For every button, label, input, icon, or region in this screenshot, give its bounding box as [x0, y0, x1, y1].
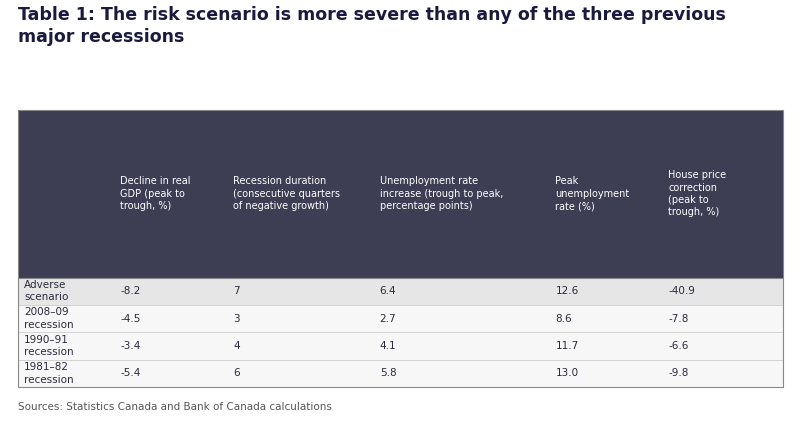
- Text: -40.9: -40.9: [669, 286, 695, 296]
- Text: Table 1: The risk scenario is more severe than any of the three previous
major r: Table 1: The risk scenario is more sever…: [18, 6, 726, 46]
- Text: 1990–91
recession: 1990–91 recession: [24, 335, 74, 357]
- Text: House price
correction
(peak to
trough, %): House price correction (peak to trough, …: [669, 170, 727, 217]
- Text: Decline in real
GDP (peak to
trough, %): Decline in real GDP (peak to trough, %): [120, 176, 191, 211]
- Text: Adverse
scenario: Adverse scenario: [24, 280, 68, 302]
- Text: Peak
unemployment
rate (%): Peak unemployment rate (%): [555, 176, 630, 211]
- Text: 8.6: 8.6: [555, 313, 572, 324]
- Text: 12.6: 12.6: [555, 286, 578, 296]
- Bar: [18, 305, 783, 332]
- Text: Recession duration
(consecutive quarters
of negative growth): Recession duration (consecutive quarters…: [233, 176, 340, 211]
- Bar: [18, 360, 783, 387]
- Text: 2.7: 2.7: [380, 313, 396, 324]
- Bar: [18, 277, 783, 305]
- Text: 2008–09
recession: 2008–09 recession: [24, 308, 74, 330]
- Bar: [18, 110, 783, 387]
- Text: -4.5: -4.5: [120, 313, 141, 324]
- Text: 11.7: 11.7: [555, 341, 578, 351]
- Text: -8.2: -8.2: [120, 286, 141, 296]
- Text: 5.8: 5.8: [380, 368, 396, 378]
- Text: 6: 6: [233, 368, 239, 378]
- Text: 3: 3: [233, 313, 239, 324]
- Text: -6.6: -6.6: [669, 341, 689, 351]
- Text: 1981–82
recession: 1981–82 recession: [24, 362, 74, 385]
- Text: Unemployment rate
increase (trough to peak,
percentage points): Unemployment rate increase (trough to pe…: [380, 176, 503, 211]
- Text: -9.8: -9.8: [669, 368, 689, 378]
- Bar: [18, 332, 783, 360]
- Text: -7.8: -7.8: [669, 313, 689, 324]
- Text: 4: 4: [233, 341, 239, 351]
- Text: 7: 7: [233, 286, 239, 296]
- Text: -5.4: -5.4: [120, 368, 141, 378]
- Text: 13.0: 13.0: [555, 368, 578, 378]
- Text: 4.1: 4.1: [380, 341, 396, 351]
- Text: -3.4: -3.4: [120, 341, 141, 351]
- Text: Sources: Statistics Canada and Bank of Canada calculations: Sources: Statistics Canada and Bank of C…: [18, 402, 332, 412]
- Text: 6.4: 6.4: [380, 286, 396, 296]
- Bar: [18, 110, 783, 277]
